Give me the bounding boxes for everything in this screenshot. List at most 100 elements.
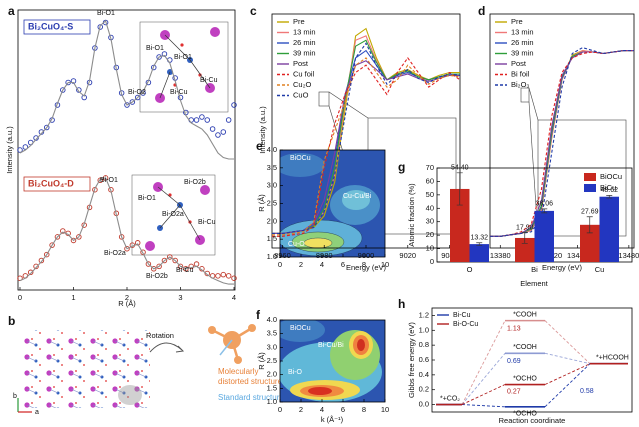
y-axis-label: R (Å) xyxy=(257,352,266,370)
bar xyxy=(534,210,554,262)
data-point xyxy=(231,275,237,281)
annotation: Bi-Cu xyxy=(176,267,194,274)
x-tick-label: 10 xyxy=(381,260,389,269)
x-tick-label: 1 xyxy=(71,293,75,302)
plot-frame xyxy=(489,13,635,249)
bar xyxy=(450,188,470,262)
value-label: 27.69 xyxy=(581,209,599,216)
value-label: 13.32 xyxy=(470,235,488,242)
data-point xyxy=(215,132,221,138)
bar xyxy=(580,224,600,262)
x-tick-label: 6 xyxy=(341,260,345,269)
data-point xyxy=(156,54,162,60)
x-tick-label: 4 xyxy=(320,260,324,269)
error-bar xyxy=(456,172,463,206)
annotation: Cu-Cu/Bi xyxy=(343,193,372,200)
state-label: *+CO₂ xyxy=(440,395,460,402)
y-tick-label: 3.0 xyxy=(267,181,277,190)
annotation: BiOCu xyxy=(290,155,311,162)
panel-label: h xyxy=(398,297,405,311)
legend-swatch xyxy=(584,173,596,181)
axis-label: b xyxy=(13,393,17,400)
annotation: Bi-O2b xyxy=(146,273,168,280)
data-point xyxy=(150,266,157,272)
y-axis-label: Intensity (a.u.) xyxy=(5,126,14,174)
y-tick-label: 0.0 xyxy=(419,400,429,409)
annotation: Cu-O xyxy=(288,241,305,248)
panel-label: b xyxy=(8,314,15,328)
x-tick-label: 2 xyxy=(299,260,303,269)
y-tick-label: 1.5 xyxy=(267,234,277,243)
barrier-label: 0.69 xyxy=(507,358,521,365)
intermediate-label: *COOH xyxy=(513,311,537,318)
legend-label: Pre xyxy=(293,17,305,26)
value-label: 17.90 xyxy=(516,224,534,231)
y-tick-label: 1.0 xyxy=(267,397,277,406)
inset-label: Bi-O1 xyxy=(174,54,192,61)
panel-label: f xyxy=(256,308,261,322)
y-tick-label: 0.8 xyxy=(419,340,429,349)
panel-label: e xyxy=(256,139,263,153)
legend-label: 39 min xyxy=(293,48,316,57)
connector xyxy=(544,363,591,385)
wavelet-map xyxy=(280,150,385,257)
x-tick-label: 0 xyxy=(278,260,282,269)
x-axis-label: Energy (eV) xyxy=(346,263,387,272)
value-label: 48.62 xyxy=(600,187,618,194)
data-point xyxy=(76,87,82,93)
data-point xyxy=(27,269,34,276)
data-point xyxy=(193,261,200,267)
data-point xyxy=(225,273,232,279)
x-tick-label: 8960 xyxy=(274,251,291,260)
barrier-label: 1.13 xyxy=(507,325,521,332)
x-axis-label: k (Å⁻¹) xyxy=(321,415,344,424)
y-tick-label: 1.0 xyxy=(267,252,277,261)
y-tick-label: 1.5 xyxy=(267,383,277,392)
x-axis-label: Energy (eV) xyxy=(542,263,583,272)
y-tick-label: 3.0 xyxy=(267,342,277,351)
y-tick-label: 70 xyxy=(426,163,434,172)
data-point xyxy=(140,249,146,255)
legend-label: CuO xyxy=(293,90,309,99)
spectrum-line xyxy=(272,42,461,234)
x-tick-label: 13380 xyxy=(490,251,511,260)
legend-label: Post xyxy=(511,59,527,68)
y-axis-label: Atomic fraction (%) xyxy=(407,183,416,247)
y-tick-label: 50 xyxy=(426,190,434,199)
connector xyxy=(544,363,591,408)
x-axis-label: Reaction coordinate xyxy=(499,416,566,425)
x-tick-label: 6 xyxy=(341,405,345,414)
data-point xyxy=(209,126,216,132)
annotation: Bi-O2a xyxy=(104,250,126,257)
intermediate-label: *OCHO xyxy=(513,375,537,382)
inset-structure xyxy=(131,174,216,256)
connector xyxy=(461,384,506,405)
y-tick-label: 60 xyxy=(426,176,434,185)
y-tick-label: 3.5 xyxy=(267,329,277,338)
sample-title: Bi₂CuO₄-S xyxy=(28,21,73,31)
y-tick-label: 3.5 xyxy=(267,163,277,172)
data-point xyxy=(225,117,232,123)
data-point xyxy=(145,261,152,267)
connector xyxy=(544,352,591,365)
legend-label: Post xyxy=(293,59,309,68)
inset-label: Bi-Cu xyxy=(200,77,218,84)
y-tick-label: 0.4 xyxy=(419,370,429,379)
data-point xyxy=(22,144,29,150)
inset-label: Bi-O1 xyxy=(146,45,164,52)
spectrum-line xyxy=(490,47,634,237)
error-bar xyxy=(606,195,613,199)
data-point xyxy=(167,254,173,260)
error-bar xyxy=(541,208,548,214)
intermediate-label: *COOH xyxy=(513,344,537,351)
x-axis-label: R (Å) xyxy=(118,299,136,308)
value-label: 38.06 xyxy=(535,201,553,208)
data-point xyxy=(215,273,221,279)
x-tick-label: O xyxy=(467,265,473,274)
legend-label: BiCu xyxy=(600,183,616,192)
bar xyxy=(469,244,489,262)
axis-label: a xyxy=(35,409,39,416)
data-point xyxy=(129,99,136,105)
data-point xyxy=(220,271,227,278)
inset-label: Bi-O1 xyxy=(138,195,156,202)
